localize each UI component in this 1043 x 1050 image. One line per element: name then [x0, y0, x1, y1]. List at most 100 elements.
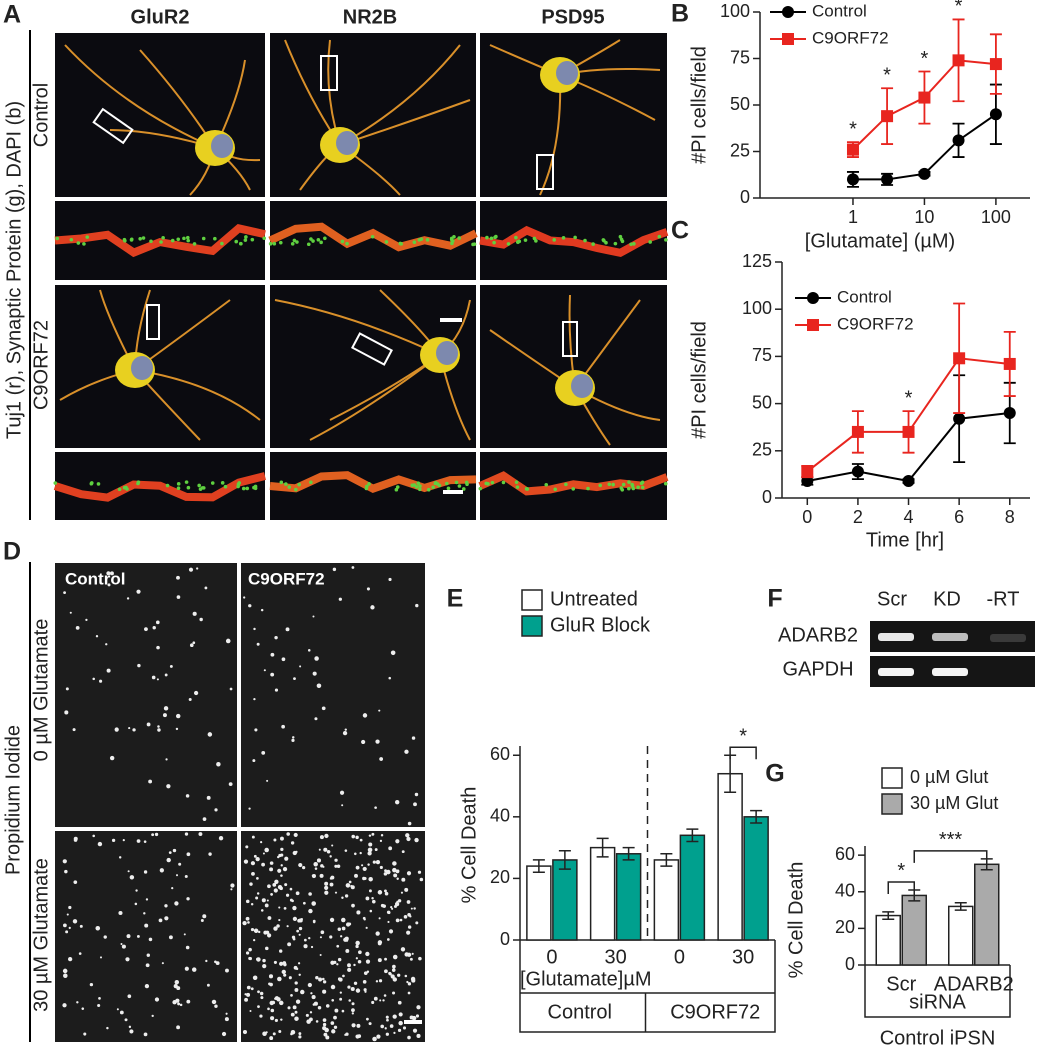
- pi-cell: [294, 1016, 299, 1021]
- pi-cell: [151, 1014, 154, 1018]
- pi-cell: [340, 935, 343, 938]
- puncta: [268, 242, 273, 246]
- pi-cell: [401, 850, 405, 854]
- pi-cell: [62, 1003, 67, 1008]
- label: 40: [490, 806, 510, 826]
- pi-cell: [214, 1004, 218, 1008]
- pi-cell: [253, 627, 256, 631]
- pi-cell: [308, 892, 312, 896]
- puncta: [573, 235, 577, 240]
- pi-cell: [225, 1012, 228, 1015]
- puncta: [197, 483, 201, 488]
- point: [1003, 357, 1016, 370]
- bar: [743, 816, 769, 941]
- roi-box: [350, 332, 394, 366]
- pi-cell: [296, 929, 300, 933]
- pi-cell: [151, 675, 156, 680]
- label: 50: [752, 392, 772, 412]
- pi-cell: [388, 676, 392, 680]
- puncta: [452, 234, 456, 239]
- pi-cell: [274, 635, 278, 640]
- puncta: [620, 239, 625, 244]
- label: 100: [742, 298, 772, 318]
- puncta: [340, 239, 345, 244]
- pi-cell: [392, 969, 395, 972]
- pi-cell: [298, 926, 303, 931]
- pi-cell: [364, 990, 367, 993]
- pi-cell: [191, 967, 197, 972]
- pi-cell: [260, 840, 263, 844]
- label: GAPDH: [782, 658, 853, 680]
- pi-cell: [248, 947, 252, 952]
- pi-cell: [332, 567, 337, 572]
- pi-cell: [362, 713, 368, 718]
- puncta: [620, 487, 625, 492]
- pi-cell: [339, 991, 342, 994]
- pi-cell: [410, 907, 413, 910]
- pi-cell: [225, 638, 231, 644]
- pi-cell: [174, 979, 180, 985]
- pi-image: [241, 831, 425, 1042]
- pi-cell: [172, 1000, 177, 1005]
- neurite-zoom: [479, 225, 669, 258]
- pi-cell: [62, 968, 68, 974]
- pi-cell: [250, 861, 256, 866]
- pi-cell: [228, 782, 233, 787]
- pi-cell: [154, 997, 160, 1002]
- pi-cell: [312, 615, 315, 618]
- puncta: [532, 236, 537, 241]
- pi-cell: [148, 779, 153, 784]
- puncta: [636, 485, 640, 490]
- pi-cell: [110, 571, 114, 576]
- pi-cell: [253, 854, 257, 858]
- puncta: [243, 238, 248, 242]
- puncta: [234, 239, 239, 244]
- pi-cell: [266, 899, 269, 902]
- puncta: [165, 483, 170, 488]
- pi-cell: [345, 883, 351, 888]
- neurite: [274, 299, 441, 356]
- puncta: [159, 240, 163, 244]
- pi-cell: [353, 981, 358, 985]
- pi-cell: [312, 920, 316, 924]
- puncta: [457, 236, 461, 240]
- pi-cell: [281, 969, 286, 975]
- label: 60: [490, 744, 510, 764]
- pi-cell: [250, 987, 254, 991]
- puncta: [486, 482, 490, 486]
- pi-cell: [333, 1015, 337, 1020]
- neurite-zoom: [269, 471, 477, 494]
- pi-cell: [256, 877, 259, 880]
- pi-cell: [188, 698, 192, 702]
- pi-cell: [136, 589, 141, 594]
- pi-cell: [336, 963, 339, 966]
- pi-cell: [135, 889, 138, 892]
- pi-cell: [264, 847, 269, 853]
- pi-cell: [351, 903, 355, 908]
- pi-cell: [374, 848, 378, 851]
- pi-cell: [415, 921, 419, 925]
- pi-cell: [342, 974, 345, 978]
- label: B: [671, 0, 689, 28]
- pi-cell: [366, 970, 370, 974]
- puncta: [176, 237, 181, 242]
- pi-cell: [185, 945, 190, 950]
- pi-cell: [256, 892, 260, 895]
- pi-cell: [270, 1016, 275, 1021]
- puncta: [632, 242, 636, 246]
- pi-cell: [280, 874, 283, 877]
- label: C9ORF72: [837, 314, 914, 333]
- pi-cell: [277, 868, 282, 873]
- pi-cell: [386, 938, 390, 941]
- pi-cell: [362, 916, 366, 920]
- neurite-zoom: [268, 222, 478, 252]
- pi-cell: [392, 964, 396, 969]
- pi-cell: [248, 604, 252, 608]
- puncta: [237, 481, 242, 485]
- pi-cell: [279, 949, 283, 953]
- pi-cell: [127, 994, 132, 999]
- pi-cell: [407, 821, 412, 826]
- pi-cell: [129, 875, 135, 880]
- pi-cell: [188, 567, 194, 572]
